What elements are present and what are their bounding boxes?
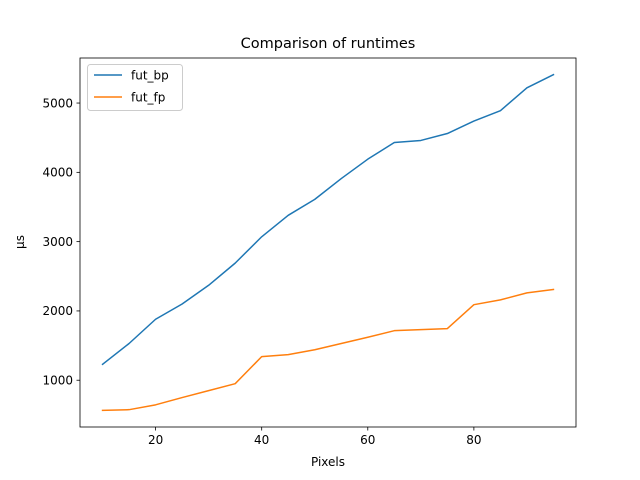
x-tick-label: 40: [254, 433, 269, 447]
legend-label-fut_bp: fut_bp: [131, 68, 169, 82]
y-tick-label: 2000: [42, 304, 73, 318]
x-tick-label: 20: [148, 433, 163, 447]
legend: fut_bp fut_fp: [87, 64, 183, 111]
chart-title: Comparison of runtimes: [241, 36, 416, 52]
x-tick-label: 80: [466, 433, 481, 447]
y-axis-label: μs: [13, 235, 27, 249]
x-tick-label: 60: [360, 433, 375, 447]
series-line-fut_bp: [101, 73, 555, 366]
y-tick-label: 1000: [42, 374, 73, 388]
legend-label-fut_fp: fut_fp: [131, 90, 165, 104]
y-tick-label: 5000: [42, 96, 73, 110]
x-axis-label: Pixels: [311, 455, 345, 469]
y-tick-label: 3000: [42, 235, 73, 249]
legend-box: [87, 64, 183, 111]
series-line-fut_fp: [101, 288, 555, 412]
plot-area: [101, 73, 555, 412]
y-tick-label: 4000: [42, 166, 73, 180]
axes: 20 40 60 80 1000 2000 3000 4000 5000: [42, 57, 577, 447]
axes-frame: [79, 57, 577, 428]
